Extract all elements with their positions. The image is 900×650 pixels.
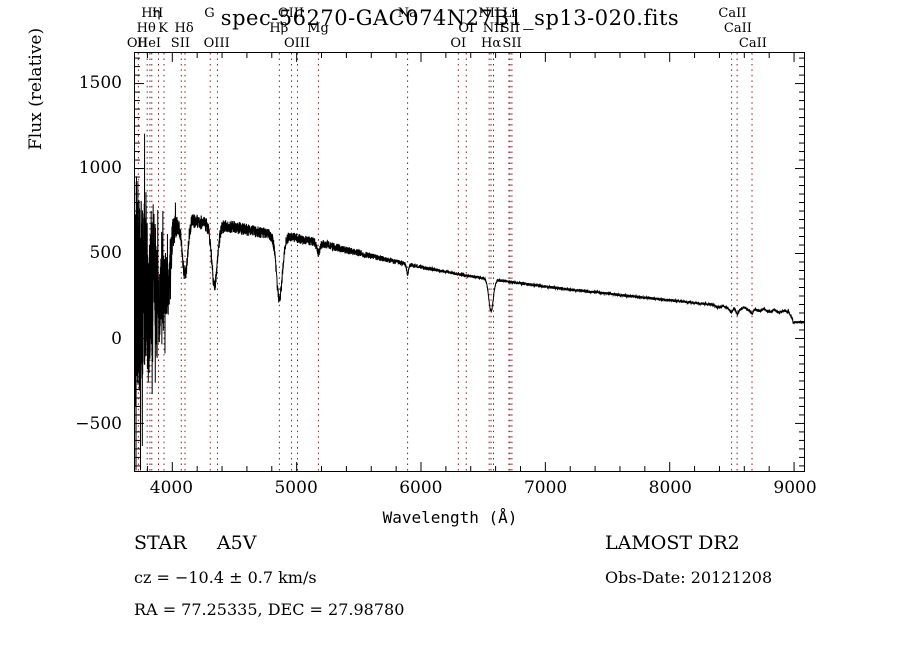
line-label: Hβ <box>269 21 289 36</box>
line-label: OI <box>450 36 467 51</box>
spectral-class: A5V <box>216 532 257 554</box>
line-label: Hδ <box>174 21 194 36</box>
x-tick-label: 6000 <box>399 478 443 498</box>
x-axis-title: Wavelength (Å) <box>382 508 518 527</box>
line-label: OIII <box>277 6 305 21</box>
spectrum-trace <box>135 133 804 471</box>
line-label: CaII <box>718 6 747 21</box>
line-label: OII <box>126 36 148 51</box>
line-label: Hη <box>141 6 161 21</box>
line-label: NII <box>482 21 505 36</box>
line-label: Na <box>397 6 417 21</box>
line-label: H <box>151 6 164 21</box>
y-tick-label: −500 <box>75 414 122 435</box>
line-label: G <box>204 6 215 21</box>
x-tick-label: 4000 <box>149 478 194 498</box>
y-tick-label: 0 <box>111 328 122 349</box>
spectrum-plot[interactable] <box>134 52 805 472</box>
axis-tick-group <box>135 53 804 471</box>
coordinates: RA = 77.25335, DEC = 27.98780 <box>134 600 405 619</box>
survey-name: LAMOST DR2 <box>605 532 740 554</box>
line-label: OIII <box>283 36 311 51</box>
page-title: spec-56270-GAC074N27B1_sp13-020.fits <box>220 6 680 30</box>
x-tick-label: 7000 <box>523 478 568 498</box>
line-label: SII <box>502 36 522 51</box>
footer-metadata: STAR A5V cz = −10.4 ± 0.7 km/s RA = 77.2… <box>0 532 900 642</box>
line-label: CaII <box>738 36 767 51</box>
y-tick-label: 1000 <box>78 158 122 179</box>
line-label: CaII <box>723 21 752 36</box>
y-axis-ticks: 1500 1000 500 0 −500 <box>0 52 130 472</box>
radial-velocity: cz = −10.4 ± 0.7 km/s <box>134 568 317 587</box>
object-type: STAR <box>134 532 187 554</box>
observation-date: Obs-Date: 20121208 <box>605 568 773 587</box>
object-type-line: STAR A5V <box>134 532 256 554</box>
line-marker-group <box>137 53 753 471</box>
line-label: HeI <box>136 36 162 51</box>
y-tick-label: 1500 <box>78 72 122 93</box>
line-label: NII <box>478 6 501 21</box>
line-label: Hα <box>481 36 502 51</box>
line-label: OI <box>458 21 475 36</box>
line-label: Li <box>502 6 516 21</box>
y-tick-label: 500 <box>89 243 122 264</box>
line-label: Mg <box>307 21 329 36</box>
x-tick-label: 9000 <box>773 478 817 498</box>
spectrum-canvas <box>135 53 804 471</box>
line-label: K <box>158 21 168 36</box>
line-label: OIII <box>203 36 230 51</box>
line-label: SII <box>500 21 520 36</box>
x-axis-ticks: 4000 5000 6000 7000 8000 9000 <box>134 478 817 502</box>
x-tick-label: 5000 <box>274 478 318 498</box>
line-label: Hθ <box>136 21 156 36</box>
line-label: SII <box>170 36 190 51</box>
x-tick-label: 8000 <box>648 478 692 498</box>
